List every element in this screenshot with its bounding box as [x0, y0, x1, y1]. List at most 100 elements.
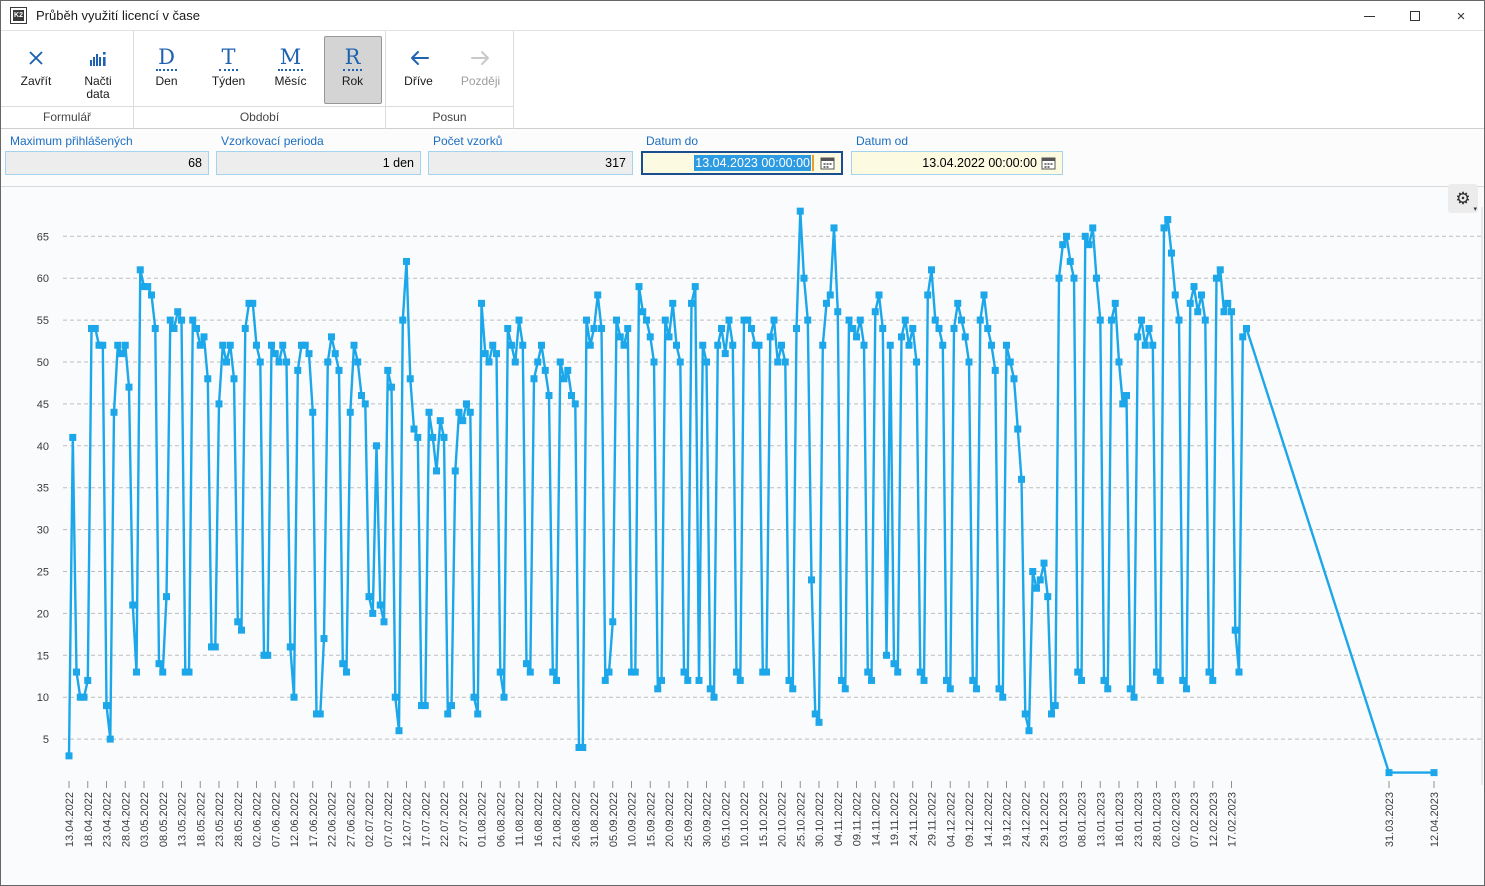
window-title: Průběh využití licencí v čase — [36, 8, 201, 23]
svg-text:15.10.2022: 15.10.2022 — [758, 792, 770, 847]
den-button[interactable]: D Den — [138, 36, 196, 104]
close-button[interactable]: × — [1438, 1, 1484, 31]
date-from-calendar-button[interactable] — [1041, 156, 1056, 170]
mesic-button[interactable]: M Měsíc — [262, 36, 320, 104]
svg-text:09.12.2022: 09.12.2022 — [964, 792, 976, 847]
date-from-field[interactable]: 13.04.2022 00:00:00 — [851, 151, 1063, 175]
svg-text:45: 45 — [37, 399, 49, 411]
svg-text:20: 20 — [37, 608, 49, 620]
pozdeji-button[interactable]: Později — [452, 36, 510, 104]
ribbon-group-obdobi: D Den T Týden M Měsíc R Rok Období — [134, 31, 386, 129]
svg-text:04.11.2022: 04.11.2022 — [833, 792, 845, 846]
sampling-period-field[interactable]: 1 den — [216, 151, 421, 175]
svg-text:19.11.2022: 19.11.2022 — [889, 792, 901, 846]
svg-text:18.01.2023: 18.01.2023 — [1114, 792, 1126, 847]
date-to-calendar-button[interactable] — [820, 156, 835, 170]
date-to-field[interactable]: 13.04.2023 00:00:00 — [641, 151, 843, 175]
svg-text:14.12.2022: 14.12.2022 — [983, 792, 995, 847]
svg-text:07.07.2022: 07.07.2022 — [383, 792, 395, 847]
usage-markers — [65, 207, 1438, 777]
tyden-label: Týden — [211, 74, 246, 88]
zavrit-label: Zavřít — [20, 74, 52, 88]
nacti-data-button[interactable]: Načti data — [69, 36, 127, 104]
svg-text:31.08.2022: 31.08.2022 — [589, 792, 601, 847]
nacti-data-label: Načti data — [84, 74, 112, 101]
den-label: Den — [155, 74, 178, 88]
x-axis-labels: 13.04.2022 18.04.2022 23.04.2022 28.04.2022… — [64, 792, 1441, 847]
svg-text:20.09.2022: 20.09.2022 — [664, 792, 676, 847]
svg-text:23.05.2022: 23.05.2022 — [214, 792, 226, 847]
svg-text:13.04.2022: 13.04.2022 — [64, 792, 76, 847]
license-usage-chart[interactable]: 5 10 15 20 25 30 35 40 45 50 55 60 65 13.04.2022 18.04… — [1, 187, 1485, 886]
svg-text:31.03.2023: 31.03.2023 — [1384, 792, 1396, 847]
gear-icon: ⚙ — [1455, 189, 1471, 208]
arrow-left-icon — [407, 41, 431, 75]
svg-text:10.10.2022: 10.10.2022 — [739, 792, 751, 847]
svg-text:22.07.2022: 22.07.2022 — [439, 792, 451, 847]
svg-text:65: 65 — [37, 231, 49, 243]
svg-text:01.08.2022: 01.08.2022 — [477, 792, 489, 847]
svg-text:07.06.2022: 07.06.2022 — [270, 792, 282, 847]
pozdeji-label: Později — [460, 74, 501, 88]
svg-text:03.01.2023: 03.01.2023 — [1058, 792, 1070, 847]
tyden-button[interactable]: T Týden — [200, 36, 258, 104]
svg-text:25: 25 — [37, 567, 49, 579]
close-icon: × — [1456, 7, 1466, 25]
group-label-formular: Formulář — [1, 106, 133, 129]
arrow-right-icon — [469, 41, 493, 75]
svg-text:15: 15 — [37, 650, 49, 662]
svg-text:29.11.2022: 29.11.2022 — [927, 792, 939, 846]
svg-text:18.05.2022: 18.05.2022 — [195, 792, 207, 847]
usage-line — [67, 210, 1436, 774]
svg-text:11.08.2022: 11.08.2022 — [514, 792, 526, 846]
svg-text:25.10.2022: 25.10.2022 — [795, 792, 807, 847]
svg-text:12.04.2023: 12.04.2023 — [1429, 792, 1441, 847]
drive-button[interactable]: Dříve — [390, 36, 448, 104]
svg-text:35: 35 — [37, 483, 49, 495]
sample-count-field[interactable]: 317 — [428, 151, 633, 175]
svg-text:28.04.2022: 28.04.2022 — [120, 792, 132, 847]
window-controls: × — [1346, 1, 1484, 31]
svg-text:26.08.2022: 26.08.2022 — [570, 792, 582, 847]
text-caret — [812, 155, 814, 171]
svg-text:06.08.2022: 06.08.2022 — [495, 792, 507, 847]
chart-settings-button[interactable]: ⚙ ▾ — [1448, 184, 1478, 213]
svg-text:28.05.2022: 28.05.2022 — [233, 792, 245, 847]
svg-text:23.04.2022: 23.04.2022 — [102, 792, 114, 847]
svg-text:55: 55 — [37, 315, 49, 327]
ribbon: Zavřít Načti data — [1, 31, 1484, 129]
svg-text:02.02.2023: 02.02.2023 — [1170, 792, 1182, 847]
svg-text:10.09.2022: 10.09.2022 — [627, 792, 639, 847]
minimize-button[interactable] — [1346, 1, 1392, 31]
svg-text:05.10.2022: 05.10.2022 — [720, 792, 732, 847]
year-letter-icon: R — [342, 44, 363, 71]
ribbon-group-posun: Dříve Později Posun — [386, 31, 514, 129]
svg-text:17.06.2022: 17.06.2022 — [308, 792, 320, 847]
zavrit-button[interactable]: Zavřít — [7, 36, 65, 104]
svg-text:19.12.2022: 19.12.2022 — [1002, 792, 1014, 847]
minimize-icon — [1363, 15, 1375, 17]
svg-text:5: 5 — [43, 734, 49, 746]
week-letter-icon: T — [219, 44, 238, 71]
svg-text:24.12.2022: 24.12.2022 — [1020, 792, 1032, 847]
svg-text:28.01.2023: 28.01.2023 — [1152, 792, 1164, 847]
svg-text:08.05.2022: 08.05.2022 — [158, 792, 170, 847]
x-axis-ticks — [68, 781, 1435, 788]
svg-text:13.01.2023: 13.01.2023 — [1095, 792, 1107, 847]
svg-text:24.11.2022: 24.11.2022 — [908, 792, 920, 846]
group-label-posun: Posun — [386, 106, 513, 129]
ribbon-group-formular: Zavřít Načti data — [1, 31, 134, 129]
max-logged-in-field[interactable]: 68 — [5, 151, 209, 175]
svg-text:27.07.2022: 27.07.2022 — [458, 792, 470, 847]
svg-text:09.11.2022: 09.11.2022 — [852, 792, 864, 846]
svg-text:13.05.2022: 13.05.2022 — [177, 792, 189, 847]
svg-text:17.02.2023: 17.02.2023 — [1227, 792, 1239, 847]
calendar-icon — [1041, 157, 1056, 170]
svg-text:22.06.2022: 22.06.2022 — [327, 792, 339, 847]
rok-button[interactable]: R Rok — [323, 36, 382, 104]
svg-text:27.06.2022: 27.06.2022 — [345, 792, 357, 847]
y-gridlines — [63, 235, 1482, 740]
svg-text:16.08.2022: 16.08.2022 — [533, 792, 545, 847]
max-logged-in-value: 68 — [188, 156, 202, 170]
maximize-button[interactable] — [1392, 1, 1438, 31]
